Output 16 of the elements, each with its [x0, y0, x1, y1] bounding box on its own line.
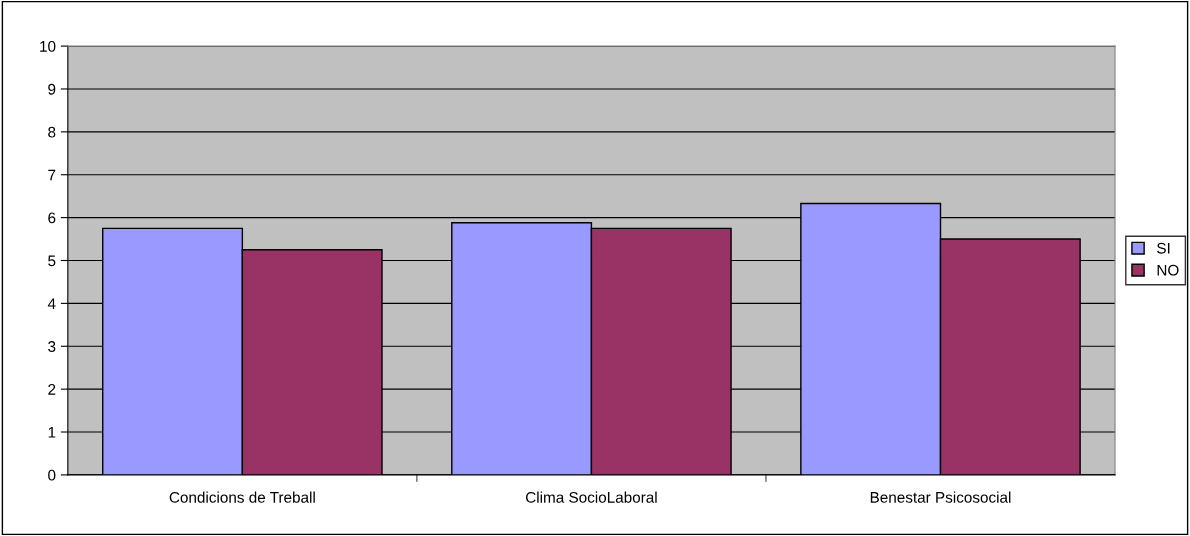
- y-tick-label: 2: [48, 384, 56, 395]
- y-tick-label: 0: [48, 469, 56, 481]
- y-tick-label: 8: [48, 126, 56, 138]
- y-tick-label: 9: [48, 83, 56, 95]
- x-tick-label: Clima SocioLaboral: [525, 491, 657, 503]
- y-tick-label: 10: [40, 40, 56, 52]
- x-tick-label: Condicions de Treball: [169, 491, 315, 503]
- y-tick-label: 4: [47, 298, 56, 309]
- y-tick-label: 1: [48, 427, 56, 438]
- legend-label: SI: [1157, 242, 1170, 254]
- y-tick-label: 7: [48, 169, 56, 181]
- x-tick-label: Benestar Psicosocial: [870, 491, 1011, 503]
- y-tick-label: 5: [48, 255, 56, 267]
- y-tick-label: 6: [48, 212, 56, 224]
- y-tick-label: 3: [48, 341, 56, 352]
- legend-label: NO: [1157, 264, 1179, 276]
